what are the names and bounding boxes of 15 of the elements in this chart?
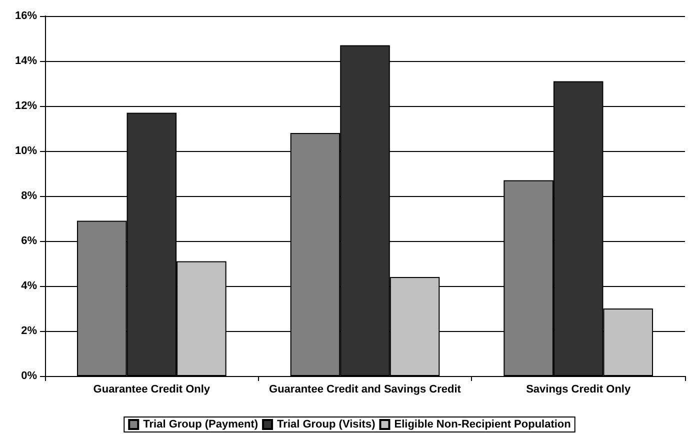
x-tick-label: Guarantee Credit and Savings Credit [269, 384, 462, 396]
legend-label: Trial Group (Visits) [277, 418, 376, 430]
y-tick-label: 4% [21, 280, 38, 292]
y-tick-label: 0% [21, 370, 38, 382]
legend-label: Trial Group (Payment) [143, 418, 258, 430]
y-tick-label: 8% [21, 190, 38, 202]
y-tick-label: 2% [21, 325, 38, 337]
y-tick-label: 12% [14, 100, 38, 112]
y-tick-label: 14% [14, 55, 38, 67]
y-tick-label: 6% [21, 235, 38, 247]
y-tick-label: 10% [14, 145, 38, 157]
y-tick-label: 16% [14, 10, 38, 22]
x-tick-label: Guarantee Credit Only [93, 384, 211, 396]
x-tick-label: Savings Credit Only [526, 384, 632, 396]
legend-label: Eligible Non-Recipient Population [394, 418, 572, 430]
